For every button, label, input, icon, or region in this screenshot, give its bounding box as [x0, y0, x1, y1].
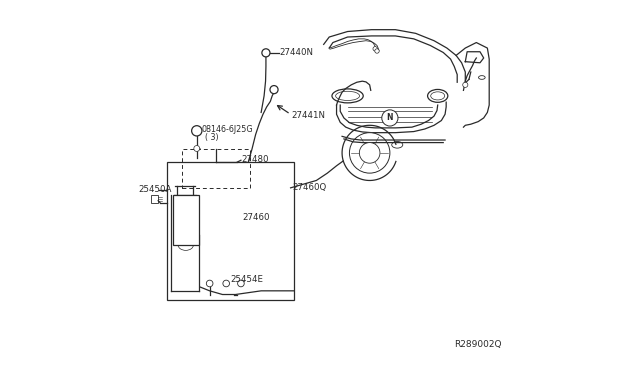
Bar — [173, 195, 198, 245]
Circle shape — [375, 49, 380, 53]
Bar — [182, 149, 250, 188]
Text: 08146-6J25G: 08146-6J25G — [201, 125, 253, 134]
Circle shape — [206, 280, 213, 287]
Bar — [151, 195, 158, 202]
Bar — [167, 162, 294, 300]
Circle shape — [373, 46, 378, 51]
Text: N: N — [387, 113, 393, 122]
Text: 27441N: 27441N — [292, 111, 326, 120]
Circle shape — [359, 142, 380, 163]
Circle shape — [382, 110, 398, 126]
Text: 27460: 27460 — [243, 213, 270, 222]
Ellipse shape — [428, 89, 448, 102]
Circle shape — [223, 280, 230, 287]
Text: 25450A: 25450A — [138, 185, 172, 194]
Ellipse shape — [332, 89, 364, 103]
Text: ( 3): ( 3) — [205, 133, 218, 142]
Text: B: B — [194, 128, 200, 134]
Circle shape — [237, 280, 244, 287]
Text: 27440N: 27440N — [280, 48, 314, 57]
Circle shape — [270, 86, 278, 94]
Circle shape — [191, 126, 202, 136]
Circle shape — [194, 145, 200, 151]
Text: 27460Q: 27460Q — [292, 183, 326, 192]
Ellipse shape — [392, 141, 403, 148]
Circle shape — [463, 82, 468, 87]
Text: 27480: 27480 — [241, 155, 268, 164]
Circle shape — [349, 133, 390, 173]
Text: 25454E: 25454E — [230, 275, 263, 284]
Ellipse shape — [479, 76, 485, 79]
Circle shape — [262, 49, 270, 57]
Text: R289002Q: R289002Q — [454, 340, 502, 349]
